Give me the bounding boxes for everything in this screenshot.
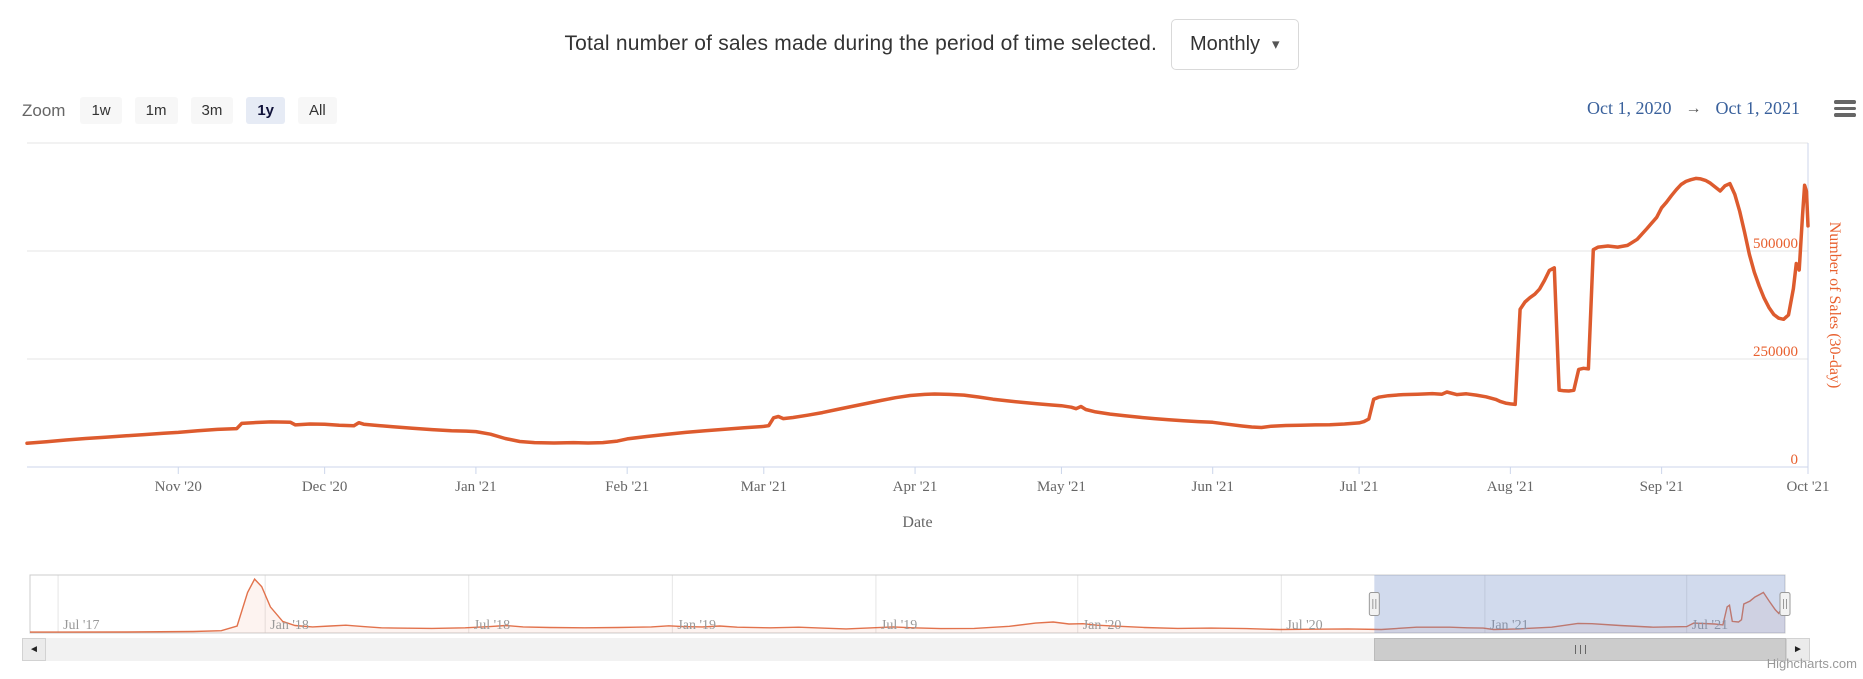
zoom-all-button[interactable]: All (298, 97, 337, 124)
navigator-selected-mask[interactable] (1374, 575, 1785, 633)
navigator-handle-left[interactable] (1368, 592, 1380, 616)
scrollbar-grip (1574, 645, 1576, 654)
navigator-tick-label: Jan '19 (677, 618, 716, 633)
context-menu-button[interactable] (1834, 100, 1856, 117)
navigator-series-line (30, 577, 1786, 633)
navigator-tick-label: Jan '18 (270, 618, 309, 633)
y-axis-tick-label: 250000 (1753, 344, 1798, 360)
scrollbar-thumb[interactable] (1374, 638, 1786, 661)
x-axis-tick-label: Nov '20 (155, 479, 202, 495)
scrollbar-grip (1579, 645, 1581, 654)
x-axis-tick-label: Jan '21 (455, 479, 496, 495)
navigator-tick-label: Jul '20 (1286, 618, 1322, 633)
scrollbar-right-button[interactable]: ► (1786, 638, 1810, 661)
x-axis-tick-label: Dec '20 (302, 479, 348, 495)
navigator-tick-label: Jul '18 (474, 618, 510, 633)
x-axis-tick-label: Apr '21 (893, 479, 938, 495)
x-axis-title: Date (902, 514, 932, 531)
zoom-1w-button[interactable]: 1w (80, 97, 122, 124)
navigator-handle-right[interactable] (1779, 592, 1791, 616)
x-axis-tick-label: May '21 (1037, 479, 1086, 495)
x-axis-tick-label: Sep '21 (1640, 479, 1684, 495)
x-axis-tick-label: Feb '21 (605, 479, 649, 495)
highcharts-credits-link[interactable]: Highcharts.com (1766, 656, 1857, 671)
interval-dropdown[interactable]: Monthly ▾ (1171, 18, 1299, 70)
zoom-1y-button[interactable]: 1y (246, 97, 286, 124)
y-axis-title: Number of Sales (30-day) (1826, 222, 1843, 389)
chart-title: Total number of sales made during the pe… (564, 32, 1157, 55)
navigator-tick-label: Jul '17 (63, 618, 99, 633)
date-range-group: Oct 1, 2020 → Oct 1, 2021 (1587, 98, 1856, 119)
navigator-tick-label: Jul '19 (881, 618, 917, 633)
main-series-line (25, 176, 1810, 445)
hamburger-icon-bar (1834, 113, 1856, 117)
date-to-input[interactable]: Oct 1, 2021 (1715, 98, 1801, 118)
x-axis-tick-label: Jun '21 (1192, 479, 1234, 495)
arrow-right-icon: → (1685, 99, 1702, 117)
x-axis-tick-label: Aug '21 (1487, 479, 1534, 495)
x-axis-tick-label: Oct '21 (1786, 479, 1829, 495)
scrollbar-grip (1584, 645, 1586, 654)
zoom-3m-button[interactable]: 3m (190, 97, 234, 124)
navigator-series-area (30, 579, 1785, 633)
zoom-1m-button[interactable]: 1m (134, 97, 178, 124)
zoom-label: Zoom (22, 100, 66, 120)
scrollbar-left-button[interactable]: ◄ (22, 638, 46, 661)
chevron-down-icon: ▾ (1272, 35, 1280, 53)
triangle-left-icon: ◄ (29, 644, 39, 655)
hamburger-icon-bar (1834, 106, 1856, 111)
triangle-right-icon: ► (1793, 644, 1803, 655)
y-axis-tick-label: 0 (1791, 452, 1799, 468)
x-axis-tick-label: Mar '21 (741, 479, 787, 495)
scrollbar-track[interactable] (46, 638, 1786, 661)
navigator-tick-label: Jan '20 (1083, 618, 1122, 633)
navigator-tick-label: Jul '21 (1692, 618, 1728, 633)
interval-dropdown-value: Monthly (1190, 32, 1261, 55)
chart-header: Total number of sales made during the pe… (0, 12, 1863, 76)
date-from-input[interactable]: Oct 1, 2020 (1587, 98, 1672, 118)
navigator-tick-label: Jan '21 (1490, 618, 1529, 633)
y-axis-tick-label: 500000 (1753, 236, 1798, 252)
hamburger-icon-bar (1834, 100, 1856, 104)
zoom-button-group: Zoom 1w 1m 3m 1y All (22, 97, 337, 124)
x-axis-tick-label: Jul '21 (1340, 479, 1379, 495)
range-selector-row: Zoom 1w 1m 3m 1y All Oct 1, 2020 → Oct 1… (0, 97, 1863, 127)
